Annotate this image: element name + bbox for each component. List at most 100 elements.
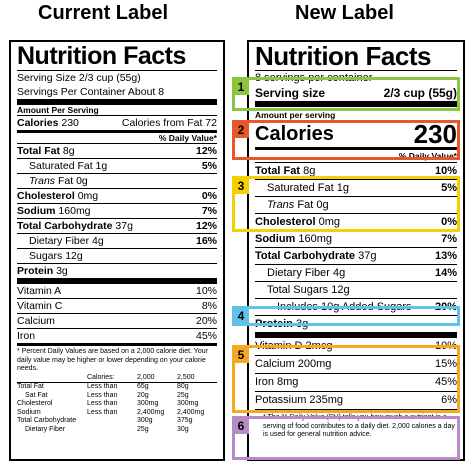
nutrient-name: Saturated Fat 1g (29, 159, 107, 173)
nutrient-dv: 14% (434, 267, 457, 279)
vitamin-list: Vitamin D 2mcg 10% Calcium 200mg 15% Iron 8m… (255, 338, 457, 409)
vitamin-name: Iron (17, 330, 36, 342)
table-header-cell: 2,500 (177, 373, 195, 381)
table-row: Sodium Less than 2,400mg 2,400mg (17, 409, 217, 418)
nutrient-amount: 12g (331, 284, 350, 296)
table-cell: 375g (177, 417, 193, 424)
nutrient-amount: 37g (115, 220, 133, 232)
nutrient-dv: 7% (441, 233, 457, 245)
callout-number-5: 5 (233, 347, 249, 363)
vitamin-dv: 8% (201, 300, 217, 312)
nutrient-row: Protein 3g (17, 263, 217, 278)
nutrient-row: Cholesterol 0mg 0% (255, 213, 457, 230)
table-cell: Less than (87, 383, 118, 390)
nutrient-row: Total Sugars 12g (255, 281, 457, 298)
nutrient-amount: 4g (333, 267, 346, 279)
nutrient-row: Saturated Fat 1g 5% (17, 158, 217, 173)
nutrient-dv: 10% (434, 165, 457, 177)
nutrient-name: Sodium 160mg (255, 231, 332, 247)
nutrient-name: Total Sugars 12g (267, 282, 350, 298)
daily-values-table-body: Total Fat Less than 65g 80g Sat Fat Less than… (17, 383, 217, 434)
nutrient-label: Total Sugars (267, 284, 329, 296)
nutrient-name: Total Carbohydrate 37g (17, 219, 133, 233)
nutrient-row: Saturated Fat 1g 5% (255, 179, 457, 196)
nutrient-dv: 13% (434, 250, 457, 262)
callout-box-5 (232, 345, 460, 413)
nutrient-name: Dietary Fiber 4g (267, 265, 345, 281)
table-row: Sat Fat Less than 20g 25g (17, 392, 217, 401)
nutrient-amount: 0mg (77, 190, 99, 202)
nutrient-row: Total Fat 8g 12% (17, 143, 217, 158)
amount-per-serving: Amount Per Serving (17, 99, 217, 115)
vitamin-name: Potassium 235mg (255, 394, 344, 406)
vitamin-name: Calcium 200mg (255, 358, 332, 370)
current-nutrition-label: Nutrition Facts Serving Size 2/3 cup (55… (9, 40, 225, 461)
nutrition-facts-title: Nutrition Facts (17, 42, 186, 70)
table-row: Total Carbohydrate 300g 375g (17, 417, 217, 426)
table-cell: Less than (87, 391, 118, 399)
nutrient-amount: 4g (92, 235, 104, 247)
table-row: Cholesterol Less than 300mg 300mg (17, 400, 217, 409)
nutrient-amount: 1g (336, 182, 349, 194)
nutrient-amount: 12g (65, 250, 83, 262)
nutrient-label: Saturated Fat (267, 182, 334, 194)
callout-number-4: 4 (233, 308, 249, 324)
table-cell: Sodium (17, 408, 41, 416)
nutrient-dv: 7% (201, 205, 217, 217)
nutrient-name: Dietary Fiber 4g (29, 234, 104, 248)
table-cell: 25g (137, 425, 149, 433)
nutrient-name: Trans Fat 0g (29, 174, 88, 188)
table-cell: 300g (137, 417, 153, 424)
vitamin-name: Vitamin C (17, 300, 63, 312)
nutrient-dv: 5% (441, 182, 457, 194)
callout-box-2 (232, 120, 460, 160)
nutrient-row: Trans Fat 0g (17, 173, 217, 188)
nutrient-label: Total Carbohydrate (255, 250, 356, 262)
vitamin-dv: 10% (195, 285, 217, 297)
nutrient-dv: 12% (195, 220, 217, 232)
table-header-cell (17, 374, 87, 383)
table-cell: 300mg (137, 400, 159, 407)
vitamin-row: Iron 45% (17, 328, 217, 343)
vitamin-row: Vitamin A 10% (17, 284, 217, 298)
vitamin-dv: 6% (441, 394, 457, 406)
vitamin-dv: 20% (195, 315, 217, 327)
serving-size: Serving Size 2/3 cup (55g) (17, 70, 217, 85)
nutrient-row: Total Carbohydrate 37g 12% (17, 218, 217, 233)
nutrient-row: Dietary Fiber 4g 14% (255, 264, 457, 281)
nutrient-name: Protein 3g (17, 264, 68, 278)
table-cell: Sat Fat (25, 391, 48, 399)
nutrient-row: Sugars 12g (17, 248, 217, 263)
vitamin-row: Vitamin C 8% (17, 298, 217, 313)
nutrient-label: Dietary Fiber (267, 267, 330, 279)
nutrition-facts-title: Nutrition Facts (255, 41, 431, 71)
calories-row: Calories 230 (255, 119, 457, 149)
nutrient-row: Total Fat 8g 10% (255, 162, 457, 179)
nutrient-dv: 5% (201, 160, 217, 172)
table-cell (87, 417, 137, 426)
callout-number-1: 1 (233, 79, 249, 95)
table-header-cell: 2,000 (137, 373, 155, 381)
callout-box-4 (232, 306, 460, 326)
table-cell: 300mg (177, 400, 199, 407)
table-header-cell: Calories: (87, 373, 115, 381)
callout-box-3 (232, 176, 460, 232)
nutrient-amount: 160mg (58, 205, 91, 217)
nutrient-label: Trans (267, 199, 295, 211)
callout-number-2: 2 (233, 122, 249, 138)
nutrient-amount: 1g (95, 160, 108, 172)
serving-size: Serving size 2/3 cup (55g) (255, 86, 457, 100)
vitamin-row: Iron 8mg 45% (255, 373, 457, 391)
nutrient-label: Protein (17, 265, 54, 277)
table-row: Dietary Fiber 25g 30g (17, 426, 217, 435)
nutrient-amount: 8g (62, 145, 75, 157)
callout-number-6: 6 (233, 418, 249, 434)
table-cell: 25g (177, 391, 189, 399)
table-cell: 65g (137, 383, 149, 390)
footnote: * Percent Daily Values are based on a 2,… (17, 348, 208, 372)
vitamin-row: Calcium 20% (17, 313, 217, 328)
nutrient-label: Saturated Fat (29, 160, 93, 172)
nutrient-name: Cholesterol 0mg (17, 189, 98, 203)
nutrient-amount: 0mg (318, 216, 340, 228)
nutrient-label: Total Fat (255, 165, 301, 177)
